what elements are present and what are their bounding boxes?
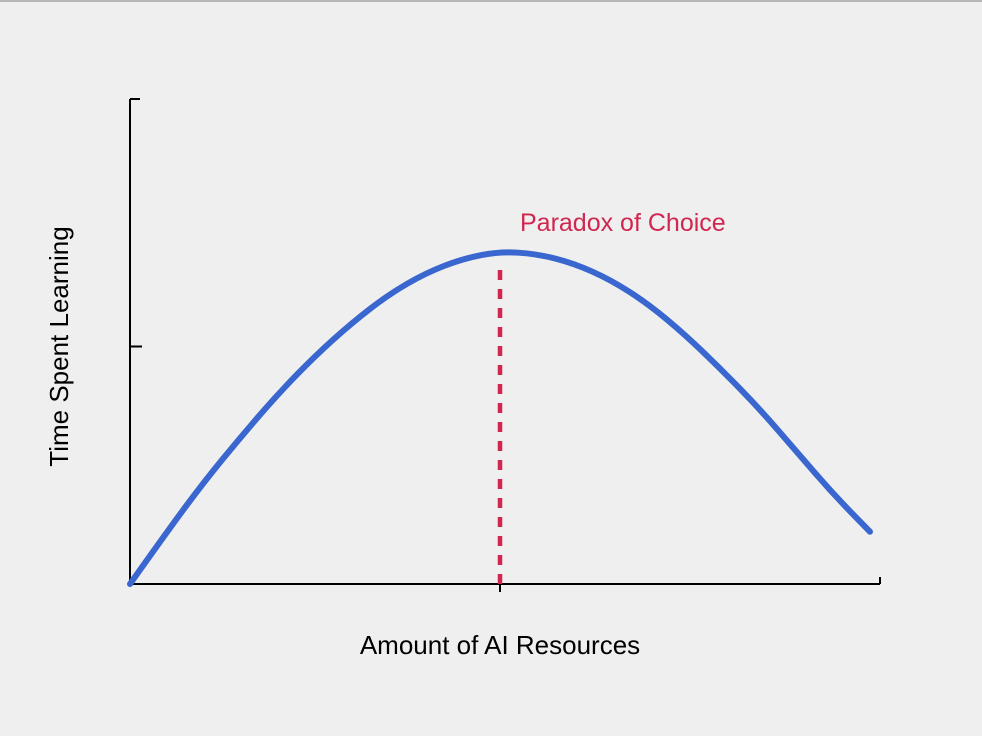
plot-bg <box>0 4 982 736</box>
y-axis-label: Time Spent Learning <box>44 226 74 466</box>
chart-svg: Paradox of Choice Amount of AI Resources T… <box>0 4 982 736</box>
page: Paradox of Choice Amount of AI Resources T… <box>0 0 982 736</box>
annotation-label: Paradox of Choice <box>520 209 726 237</box>
top-divider <box>0 0 982 2</box>
x-axis-label: Amount of AI Resources <box>360 630 640 660</box>
chart-container: Paradox of Choice Amount of AI Resources T… <box>0 4 982 736</box>
